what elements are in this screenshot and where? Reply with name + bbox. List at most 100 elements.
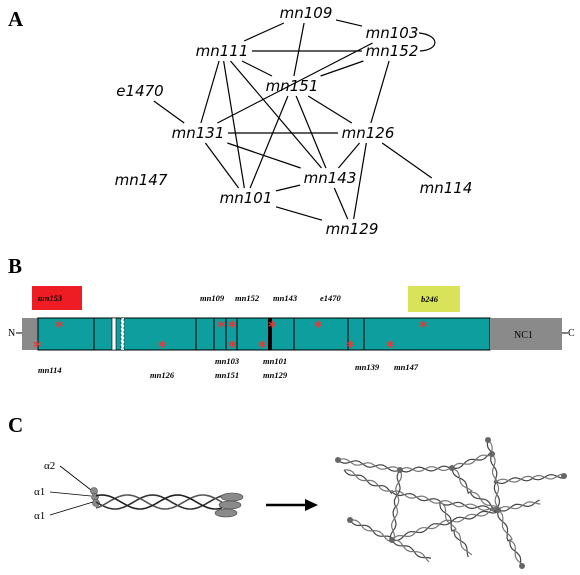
network-fibre-10-strand-2: [439, 501, 473, 556]
node-e1470: e1470: [116, 82, 163, 100]
e1470-site-marker: *: [314, 317, 323, 336]
mn152-label: mn152: [235, 293, 260, 303]
mn114-site-marker: *: [33, 337, 42, 356]
edge-mn109-mn103: [335, 19, 363, 27]
assembly-arrow-head: [305, 499, 318, 511]
mn126-label: mn126: [150, 370, 175, 380]
network-fibre-6-strand-1: [497, 509, 522, 567]
edge-mn151-mn101: [249, 95, 289, 189]
chain-label-alpha1-lower: α1: [34, 510, 45, 522]
mn139-label: mn139: [355, 362, 380, 372]
mn143-site-marker: *: [268, 317, 277, 336]
interruption-8: [268, 318, 272, 350]
network-junction-7: [561, 473, 567, 479]
network-junction-5: [389, 537, 395, 543]
panel-b-label: B: [8, 254, 22, 278]
edge-mn109-mn111: [243, 22, 285, 42]
network-junction-2: [397, 467, 403, 473]
network-fibre-7-strand-1: [490, 453, 501, 511]
node-mn152: mn152: [366, 42, 419, 60]
network-junction-10: [485, 437, 491, 443]
mn114-label: mn114: [38, 365, 62, 375]
network-fibre-1-strand-1: [337, 451, 492, 473]
network-fibre-1-strand-2: [337, 454, 493, 473]
mn103-label: mn103: [215, 356, 240, 366]
b246-box: [408, 286, 460, 312]
helix-strand-2: [95, 494, 223, 510]
edge-mn131-mn101: [204, 142, 240, 189]
panel-a-label: A: [8, 7, 24, 31]
b246-site-marker: *: [419, 317, 428, 336]
node-mn114: mn114: [420, 179, 473, 197]
interruption-3: [120, 317, 125, 351]
mn152-site-marker: *: [228, 317, 237, 336]
network-fibre-5-strand-2: [391, 507, 498, 541]
network-fibre-10-strand-1: [439, 502, 469, 558]
edge-mn152-mn151: [320, 60, 364, 77]
edge-mn111-mn151: [241, 60, 273, 77]
edge-mn103-mn131: [217, 42, 373, 124]
e1470-label: e1470: [320, 293, 342, 303]
nc1-label: NC1: [514, 330, 533, 341]
mn153-label: mn153: [38, 293, 63, 303]
alpha1-upper-leader: [49, 491, 92, 497]
alpha2-leader: [59, 465, 92, 491]
edge-mn151-mn143: [295, 95, 327, 169]
edge-mn111-mn143: [230, 60, 322, 169]
helix-strand-1: [95, 494, 223, 510]
mn143-label: mn143: [273, 293, 298, 303]
mn126-site-marker: *: [158, 337, 167, 356]
chain-label-alpha1-upper: α1: [34, 486, 45, 498]
chain-end-3: [92, 499, 100, 507]
node-mn101: mn101: [220, 189, 273, 207]
collagen-protein-schematic: N NC1 C mn153 b246 mn109 mn152 mn143 e14…: [8, 286, 575, 380]
triple-helix: [95, 494, 223, 510]
network-junction-1: [335, 457, 341, 463]
node-mn147: mn147: [115, 171, 168, 189]
c-terminus-label: C: [568, 328, 575, 339]
edge-mn143-mn101: [275, 184, 301, 192]
mn109-label: mn109: [200, 293, 225, 303]
collagen-network: [335, 437, 567, 569]
network-junction-4: [495, 507, 501, 513]
mn103-mn152-bracket: [418, 32, 436, 52]
n-terminal-domain: [22, 318, 38, 350]
node-mn131: mn131: [172, 124, 225, 142]
edge-mn126-mn114: [381, 142, 433, 179]
edge-mn111-mn131: [200, 60, 220, 124]
network-fibre-3-strand-1: [389, 469, 401, 540]
edge-mn111-mn101: [223, 60, 245, 189]
mn129-label: mn129: [263, 370, 288, 380]
mn101-site-marker: *: [258, 337, 267, 356]
interaction-network-edges: [153, 19, 433, 221]
mn139-site-marker: *: [346, 337, 355, 356]
edge-e1470-mn131: [153, 100, 185, 124]
nc1-globule-3: [214, 508, 238, 518]
network-fibre-7-strand-2: [491, 453, 501, 511]
procollagen-trimer: α2 α1 α1: [34, 460, 244, 522]
node-mn109: mn109: [280, 4, 333, 22]
mn151-label: mn151: [215, 370, 239, 380]
network-junction-6: [489, 451, 495, 457]
alpha1-lower-leader: [49, 501, 94, 516]
network-fibre-6-strand-2: [497, 509, 524, 566]
mn153-box: [32, 286, 82, 310]
panel-c-label: C: [8, 413, 23, 437]
node-mn111: mn111: [196, 42, 249, 60]
interruption-2: [111, 317, 117, 351]
edge-mn126-mn143: [337, 142, 361, 169]
helix-strand-3: [95, 494, 223, 510]
network-fibre-8-strand-2: [495, 473, 565, 483]
mn147-site-marker: *: [386, 337, 395, 356]
node-mn103: mn103: [366, 24, 419, 42]
edge-mn152-mn126: [370, 60, 390, 124]
edge-mn101-mn129: [275, 206, 323, 221]
mn153-site-marker: *: [55, 317, 64, 336]
edge-mn143-mn129: [333, 187, 349, 220]
network-junction-3: [449, 465, 455, 471]
network-fibre-2-strand-1: [343, 469, 498, 513]
network-fibre-2-strand-2: [343, 469, 499, 511]
node-mn129: mn129: [326, 220, 379, 238]
